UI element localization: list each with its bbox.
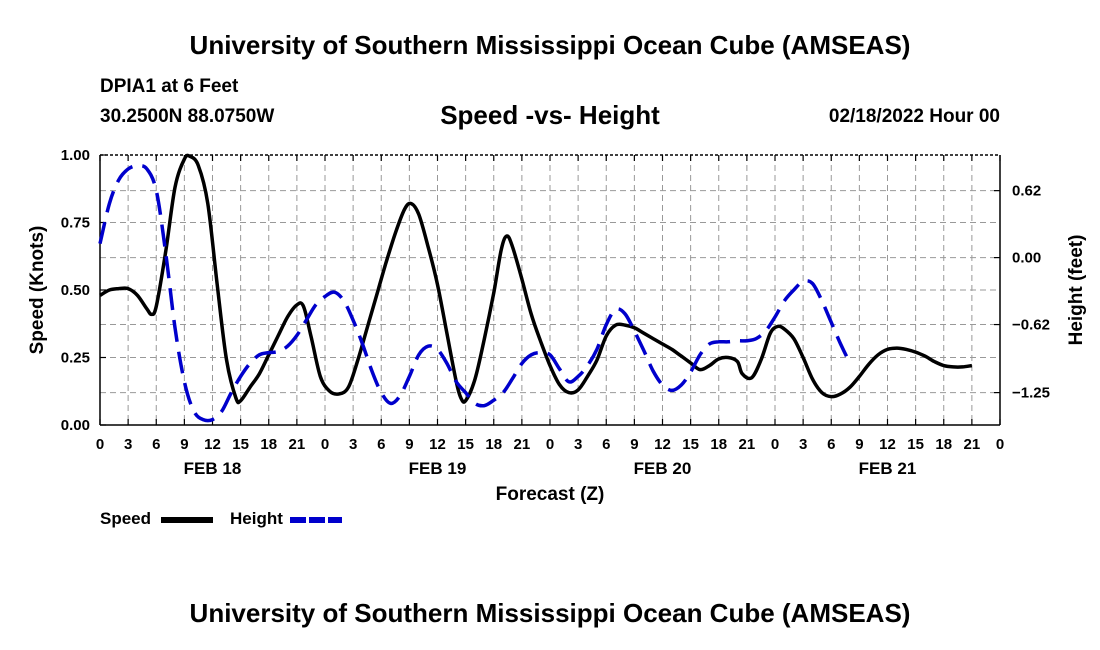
x-tick-label: 12 xyxy=(429,436,446,453)
x-tick-label: 18 xyxy=(710,436,727,453)
x-tick-label: 3 xyxy=(124,436,132,453)
x-tick-label: 3 xyxy=(574,436,582,453)
x-tick-label: 0 xyxy=(96,436,104,453)
y-axis-right-title: Height (feet) xyxy=(1066,235,1087,346)
x-tick-label: 3 xyxy=(349,436,357,453)
x-tick-label: 21 xyxy=(289,436,306,453)
footer-title: University of Southern Mississippi Ocean… xyxy=(189,598,911,628)
chart-subtitle: Speed -vs- Height xyxy=(440,100,660,130)
x-tick-label: 0 xyxy=(546,436,554,453)
station-label: DPIA1 at 6 Feet xyxy=(100,76,239,97)
series-line-speed xyxy=(99,153,973,405)
y-right-tick-label: −1.25 xyxy=(1012,385,1050,402)
x-tick-label: 18 xyxy=(260,436,277,453)
y-left-tick-label: 0.75 xyxy=(61,215,90,232)
x-axis-title: Forecast (Z) xyxy=(496,484,605,505)
x-tick-label: 6 xyxy=(377,436,385,453)
x-date-label: FEB 20 xyxy=(634,459,692,478)
x-tick-label: 15 xyxy=(457,436,474,453)
y-left-tick-label: 1.00 xyxy=(61,147,90,164)
x-tick-label: 21 xyxy=(739,436,756,453)
y-left-tick-label: 0.00 xyxy=(61,417,90,434)
coordinates-label: 30.2500N 88.0750W xyxy=(100,106,275,127)
series-line-height xyxy=(98,163,852,423)
x-tick-label: 6 xyxy=(827,436,835,453)
x-tick-label: 21 xyxy=(514,436,531,453)
legend-speed-label: Speed xyxy=(100,509,152,528)
x-date-label: FEB 21 xyxy=(859,459,917,478)
x-tick-label: 15 xyxy=(682,436,699,453)
x-tick-label: 15 xyxy=(232,436,249,453)
x-tick-label: 12 xyxy=(204,436,221,453)
y-right-tick-label: −0.62 xyxy=(1012,317,1050,334)
x-date-label: FEB 19 xyxy=(409,459,467,478)
y-right-tick-label: 0.00 xyxy=(1012,250,1041,267)
x-tick-label: 6 xyxy=(152,436,160,453)
x-tick-label: 9 xyxy=(855,436,863,453)
x-tick-label: 12 xyxy=(654,436,671,453)
y-left-tick-label: 0.50 xyxy=(61,282,90,299)
x-date-label: FEB 18 xyxy=(184,459,242,478)
x-tick-label: 9 xyxy=(630,436,638,453)
x-tick-label: 18 xyxy=(935,436,952,453)
legend-height-label: Height xyxy=(230,509,283,528)
x-tick-label: 18 xyxy=(485,436,502,453)
x-tick-label: 0 xyxy=(996,436,1004,453)
y-left-tick-label: 0.25 xyxy=(61,350,90,367)
chart-title: University of Southern Mississippi Ocean… xyxy=(189,30,911,60)
x-tick-label: 0 xyxy=(771,436,779,453)
y-axis-left-title: Speed (Knots) xyxy=(27,226,48,355)
x-tick-label: 21 xyxy=(964,436,981,453)
forecast-datetime: 02/18/2022 Hour 00 xyxy=(828,106,1000,127)
x-tick-label: 0 xyxy=(321,436,329,453)
x-tick-label: 6 xyxy=(602,436,610,453)
x-tick-label: 15 xyxy=(907,436,924,453)
x-tick-label: 9 xyxy=(180,436,188,453)
x-tick-label: 12 xyxy=(879,436,896,453)
x-tick-label: 9 xyxy=(405,436,413,453)
x-tick-label: 3 xyxy=(799,436,807,453)
y-right-tick-label: 0.62 xyxy=(1012,183,1041,200)
